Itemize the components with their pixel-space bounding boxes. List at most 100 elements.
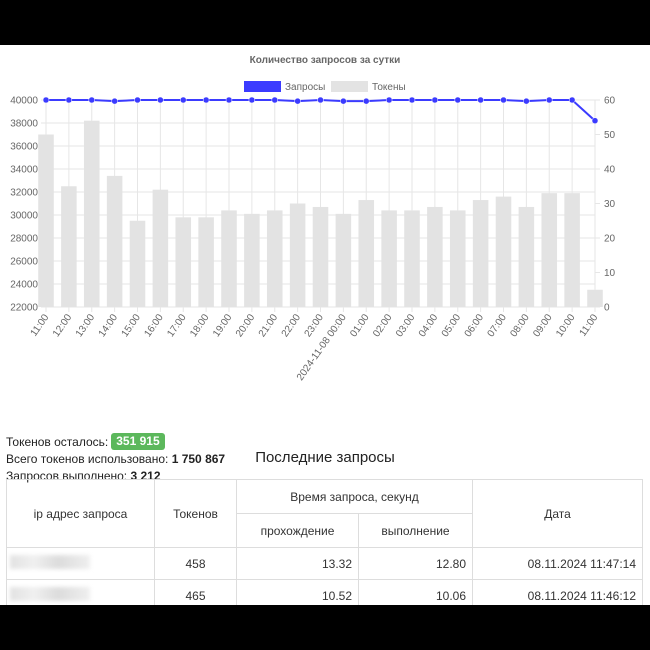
token-bar: [83, 120, 100, 307]
x-tick-label: 01:00: [348, 312, 372, 339]
requests-point: [568, 96, 576, 104]
table-row: 465 10.52 10.06 08.11.2024 11:46:12: [6, 579, 643, 605]
token-bar: [129, 220, 146, 307]
x-tick-label: 03:00: [394, 312, 418, 339]
recent-requests-table: ip адрес запроса Токенов Время запроса, …: [6, 479, 643, 605]
recent-requests-title: Последние запросы: [255, 449, 395, 466]
exec-time-cell: 12.80: [358, 547, 473, 580]
tokens-left-label: Токенов осталось:: [6, 434, 109, 449]
y-tick-label-right: 40: [604, 165, 616, 176]
x-tick-label: 02:00: [371, 312, 395, 339]
date-cell: 08.11.2024 11:47:14: [472, 547, 643, 580]
requests-point: [134, 96, 141, 104]
y-tick-label-left: 24000: [10, 280, 38, 291]
token-bar: [152, 189, 169, 307]
token-bar: [335, 213, 352, 307]
x-tick-label: 21:00: [257, 312, 281, 339]
requests-point: [591, 117, 599, 124]
x-tick-label: 11:00: [578, 312, 601, 339]
requests-point: [294, 97, 301, 105]
redacted-ip: [10, 555, 90, 569]
requests-point: [271, 96, 278, 104]
tokens-used-row: Всего токенов использовано: 1 750 867: [6, 450, 225, 467]
y-tick-label-left: 28000: [10, 234, 38, 245]
y-tick-label-right: 30: [604, 199, 616, 210]
token-bar: [312, 206, 329, 307]
requests-point: [546, 96, 553, 104]
token-bar: [449, 210, 466, 307]
tokens-used-label: Всего токенов использовано:: [6, 451, 169, 466]
token-bar: [381, 210, 397, 307]
requests-point: [431, 96, 439, 104]
token-bar: [587, 289, 603, 307]
x-tick-label: 20:00: [234, 312, 258, 339]
plot-area: 22000 24000 26000 28000 30000 32000 34000 36000…: [10, 96, 615, 383]
legend-label-tokens[interactable]: Токены: [372, 82, 406, 93]
col-header-date: Дата: [472, 479, 643, 548]
chart-legend: Запросы Токены: [244, 81, 406, 93]
pass-time-cell: 10.52: [236, 579, 359, 605]
tokens-used-value: 1 750 867: [171, 451, 226, 466]
token-bar: [38, 134, 54, 307]
x-tick-label: 07:00: [486, 312, 510, 339]
requests-point: [523, 97, 530, 105]
token-bar: [61, 186, 77, 307]
x-tick-label: 06:00: [463, 312, 487, 339]
requests-point: [157, 96, 164, 104]
col-header-time-group: Время запроса, секунд: [236, 479, 473, 514]
token-bar: [404, 210, 420, 307]
requests-point: [363, 97, 370, 105]
ip-cell: [6, 579, 155, 605]
token-bar: [175, 217, 192, 307]
x-tick-label: 05:00: [440, 312, 464, 339]
requests-point: [477, 96, 484, 104]
pass-time-cell: 13.32: [236, 547, 359, 580]
token-bar: [495, 196, 512, 307]
chart-title: Количество запросов за сутки: [250, 55, 401, 66]
token-bar: [266, 210, 283, 307]
requests-point: [408, 96, 416, 104]
col-header-pass: прохождение: [236, 513, 359, 548]
token-bar: [564, 193, 580, 307]
requests-chart: Количество запросов за сутки Запросы Ток…: [10, 55, 615, 383]
token-bar: [472, 200, 489, 307]
x-tick-label: 13:00: [74, 312, 98, 339]
requests-point: [500, 96, 507, 104]
y-tick-label-left: 30000: [10, 211, 38, 222]
tokens-cell: 465: [154, 579, 237, 605]
x-tick-label: 09:00: [531, 312, 555, 339]
exec-time-cell: 10.06: [358, 579, 473, 605]
legend-swatch-requests[interactable]: [244, 81, 281, 92]
y-tick-label-left: 40000: [10, 96, 38, 107]
y-tick-label-right: 10: [604, 268, 616, 279]
y-tick-label-left: 36000: [10, 142, 38, 153]
y-tick-label-right: 60: [604, 96, 616, 107]
y-tick-label-left: 26000: [10, 257, 38, 268]
token-bar: [358, 200, 375, 307]
tokens-left-row: Токенов осталось: 351 915: [6, 433, 225, 450]
y-tick-label-right: 50: [604, 130, 616, 141]
requests-point: [248, 96, 256, 104]
y-tick-label-left: 22000: [10, 303, 38, 314]
requests-point: [88, 96, 95, 104]
y-tick-label-left: 38000: [10, 119, 38, 130]
y-tick-label-left: 32000: [10, 188, 38, 199]
requests-point: [111, 97, 118, 105]
x-tick-label: 23:00: [303, 312, 327, 339]
legend-label-requests[interactable]: Запросы: [285, 82, 325, 93]
x-tick-label: 04:00: [417, 312, 441, 339]
x-tick-label: 18:00: [188, 312, 212, 339]
x-tick-label: 17:00: [165, 312, 189, 339]
page-content: Количество запросов за сутки Запросы Ток…: [0, 45, 650, 605]
requests-point: [340, 97, 347, 105]
requests-point: [180, 96, 187, 104]
requests-point: [225, 96, 233, 104]
x-tick-label: 22:00: [280, 312, 304, 339]
y-tick-label-right: 0: [604, 303, 610, 314]
col-header-tokens: Токенов: [154, 479, 237, 548]
legend-swatch-tokens[interactable]: [331, 81, 368, 92]
x-tick-label: 15:00: [120, 312, 144, 339]
token-bar: [106, 175, 123, 307]
ip-cell: [6, 547, 155, 580]
requests-point: [317, 96, 324, 104]
